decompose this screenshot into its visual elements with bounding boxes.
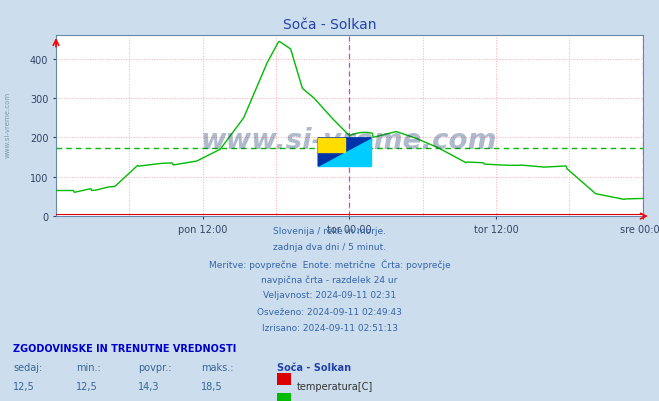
- Text: Slovenija / reke in morje.: Slovenija / reke in morje.: [273, 227, 386, 235]
- Text: Veljavnost: 2024-09-11 02:31: Veljavnost: 2024-09-11 02:31: [263, 291, 396, 300]
- Text: Izrisano: 2024-09-11 02:51:13: Izrisano: 2024-09-11 02:51:13: [262, 323, 397, 332]
- Text: zadnja dva dni / 5 minut.: zadnja dva dni / 5 minut.: [273, 243, 386, 251]
- Text: 12,5: 12,5: [76, 381, 98, 391]
- Text: 12,5: 12,5: [13, 381, 35, 391]
- Text: www.si-vreme.com: www.si-vreme.com: [201, 127, 498, 155]
- Text: 14,3: 14,3: [138, 381, 160, 391]
- Text: maks.:: maks.:: [201, 362, 233, 372]
- Text: Osveženo: 2024-09-11 02:49:43: Osveženo: 2024-09-11 02:49:43: [257, 307, 402, 316]
- Text: povpr.:: povpr.:: [138, 362, 172, 372]
- Polygon shape: [318, 138, 371, 167]
- Text: ZGODOVINSKE IN TRENUTNE VREDNOSTI: ZGODOVINSKE IN TRENUTNE VREDNOSTI: [13, 343, 237, 353]
- Bar: [318, 138, 345, 153]
- Polygon shape: [318, 138, 371, 167]
- Text: www.si-vreme.com: www.si-vreme.com: [5, 91, 11, 157]
- Text: Soča - Solkan: Soča - Solkan: [283, 18, 376, 32]
- Text: temperatura[C]: temperatura[C]: [297, 381, 373, 391]
- Text: navpična črta - razdelek 24 ur: navpična črta - razdelek 24 ur: [262, 275, 397, 284]
- Text: 18,5: 18,5: [201, 381, 223, 391]
- Text: Soča - Solkan: Soča - Solkan: [277, 362, 351, 372]
- Text: min.:: min.:: [76, 362, 101, 372]
- Text: sedaj:: sedaj:: [13, 362, 42, 372]
- Text: Meritve: povprečne  Enote: metrične  Črta: povprečje: Meritve: povprečne Enote: metrične Črta:…: [209, 259, 450, 269]
